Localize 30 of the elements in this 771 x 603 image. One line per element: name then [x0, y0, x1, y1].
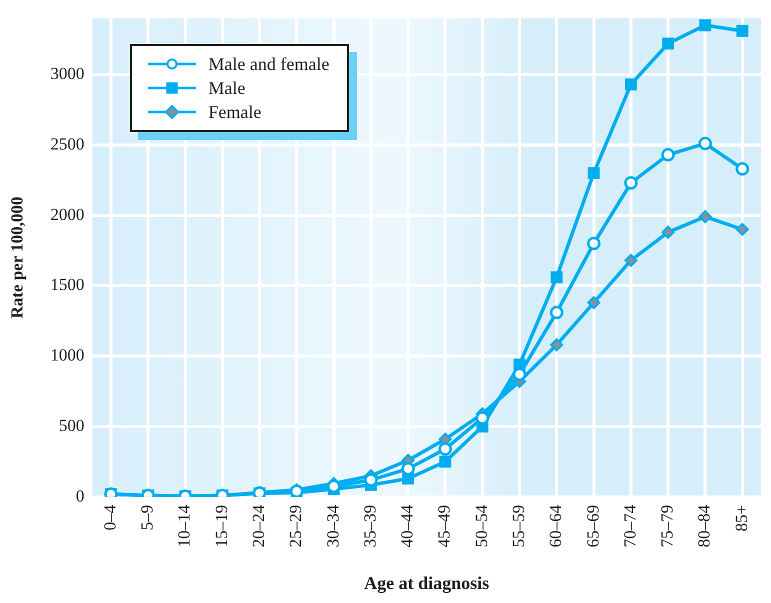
y-tick-label: 2000 [50, 204, 84, 224]
x-tick-label: 65–69 [583, 504, 602, 548]
y-tick-label: 0 [76, 486, 84, 506]
y-tick-label: 2500 [50, 134, 84, 154]
legend-label: Male [208, 77, 246, 100]
x-tick-label: 50–54 [472, 504, 491, 548]
x-tick-label: 0–4 [100, 504, 120, 530]
x-tick-label: 30–34 [323, 504, 342, 548]
x-axis-title: Age at diagnosis [364, 572, 490, 593]
x-tick-label: 60–64 [546, 504, 566, 548]
x-tick-label: 25–29 [286, 504, 306, 548]
legend-label: Male and female [208, 53, 330, 76]
y-axis-title: Rate per 100,000 [8, 196, 27, 319]
y-tick-label: 500 [58, 416, 84, 435]
x-tick-label: 35–39 [360, 504, 380, 548]
x-tick-label: 70–74 [620, 504, 640, 548]
x-tick-label: 75–79 [658, 504, 677, 548]
x-tick-label: 45–49 [434, 504, 454, 548]
x-tick-label: 80–84 [694, 504, 714, 548]
x-tick-label: 5–9 [138, 504, 157, 530]
x-tick-label: 15–19 [212, 504, 231, 548]
x-tick-label: 10–14 [174, 504, 194, 548]
legend-label: Female [208, 101, 262, 124]
y-tick-label: 1500 [50, 275, 84, 294]
x-tick-label: 85+ [732, 504, 751, 532]
y-tick-label: 1000 [50, 346, 84, 365]
x-tick-label: 40–44 [398, 504, 417, 548]
y-tick-label: 3000 [50, 64, 84, 83]
x-tick-label: 20–24 [249, 504, 268, 548]
x-tick-label: 55–59 [508, 504, 528, 548]
